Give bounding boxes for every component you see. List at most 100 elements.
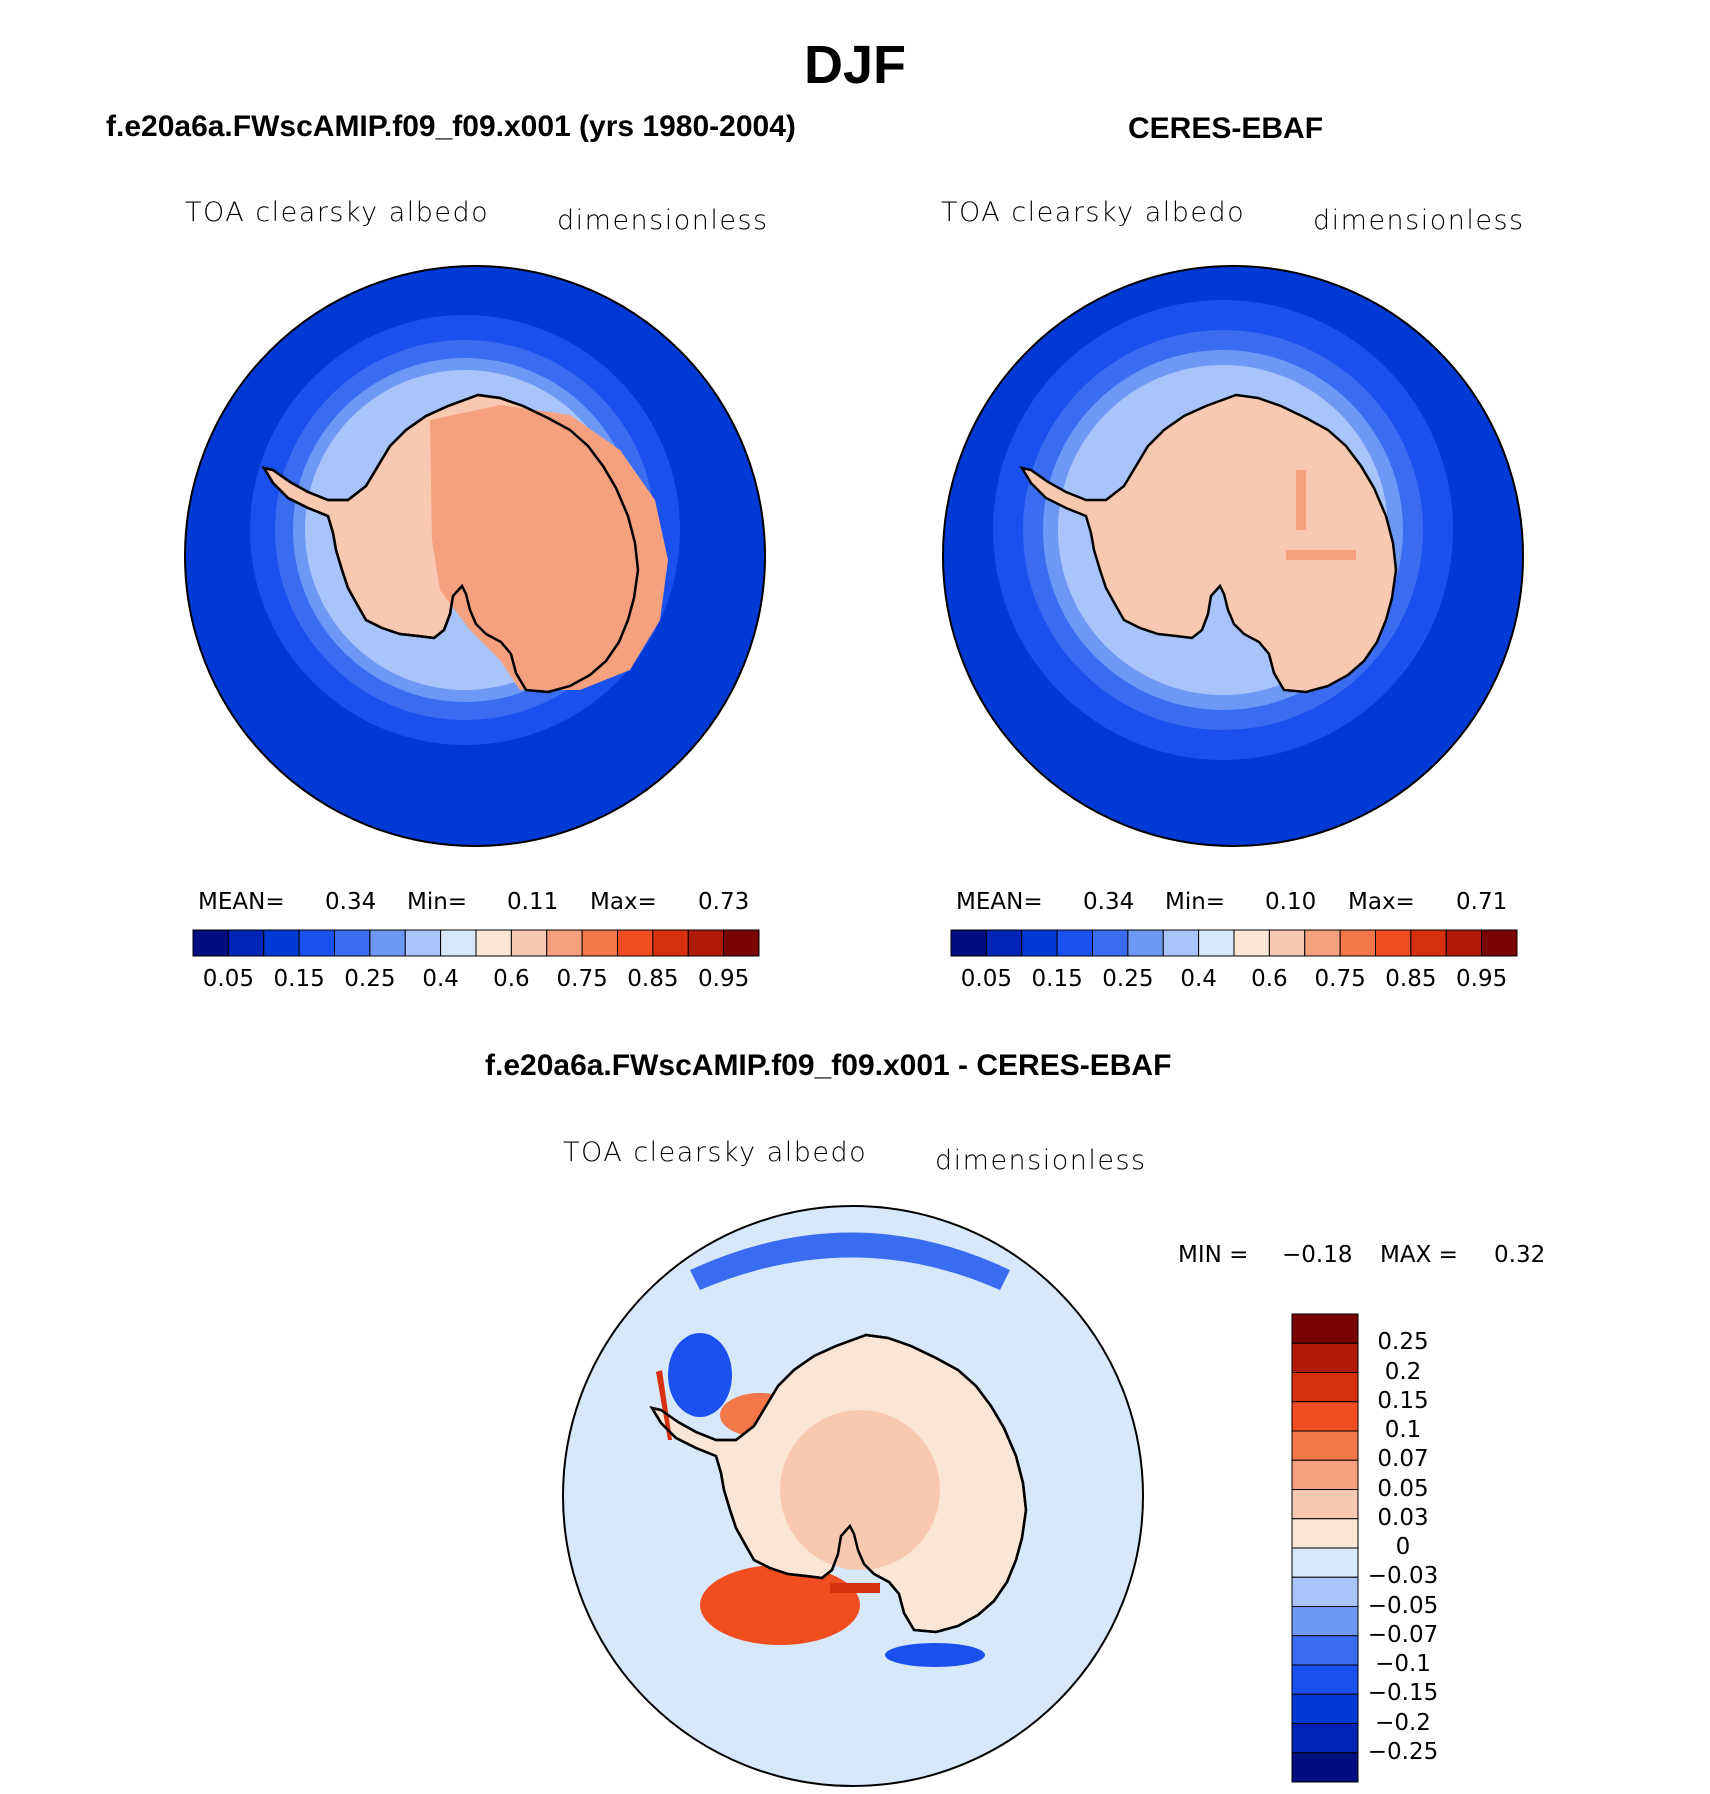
colorbar-model-tick-label: 0.75 — [556, 966, 608, 992]
colorbar-model-tick-label: 0.25 — [344, 966, 396, 992]
colorbar-diff-swatch — [1291, 1693, 1359, 1724]
field-label-model: TOA clearsky albedo — [185, 197, 490, 228]
colorbar-model-swatch — [192, 929, 229, 957]
colorbar-model-swatch — [440, 929, 477, 957]
colorbar-obs-swatch — [1268, 929, 1306, 957]
colorbar-model-tick-label: 0.05 — [202, 966, 254, 992]
colorbar-obs-swatch — [1198, 929, 1235, 957]
colorbar-model-tick-label: 0.15 — [273, 966, 325, 992]
stat-mean-obs: 0.34 — [1083, 889, 1135, 915]
colorbar-model-swatch — [263, 929, 300, 957]
colorbar-diff-tick-label: −0.25 — [1367, 1738, 1439, 1765]
colorbar-obs-swatch — [985, 929, 1023, 957]
colorbar-model-swatch — [546, 929, 583, 957]
colorbar-diff-tick-label: −0.1 — [1375, 1651, 1431, 1677]
units-label-model: dimensionless — [557, 205, 769, 236]
panel-title-diff: f.e20a6a.FWscAMIP.f09_f09.x001 - CERES-E… — [485, 1049, 1172, 1082]
stat-min-label-model: Min= — [407, 889, 468, 915]
stat-min-obs: 0.10 — [1265, 889, 1317, 915]
colorbar-obs-swatch — [1304, 929, 1341, 957]
figure-title: DJF — [803, 35, 906, 95]
colorbar-diff-tick-label: −0.2 — [1375, 1709, 1431, 1736]
colorbar-diff-tick-label: 0.05 — [1377, 1475, 1429, 1502]
panel-title-model: f.e20a6a.FWscAMIP.f09_f09.x001 (yrs 1980… — [106, 110, 796, 143]
colorbar-obs-tick-label: 0.95 — [1456, 966, 1508, 992]
map-model — [184, 265, 766, 847]
colorbar-obs-swatch — [1375, 929, 1412, 957]
colorbar-model-tick-label: 0.6 — [493, 966, 530, 992]
colorbar-model-swatch — [687, 929, 725, 957]
colorbar-diff-tick-label: −0.15 — [1367, 1680, 1439, 1707]
colorbar-diff-tick-label: 0.07 — [1377, 1446, 1429, 1473]
colorbar-model-swatch — [510, 929, 548, 957]
stat-mean-model: 0.34 — [325, 889, 377, 915]
units-label-obs: dimensionless — [1313, 205, 1525, 236]
colorbar-diff — [1291, 1313, 1359, 1783]
colorbar-diff-swatch — [1291, 1313, 1359, 1344]
stat-min-model: 0.11 — [507, 889, 559, 915]
colorbar-model-swatch — [298, 929, 335, 957]
colorbar-model-swatch — [475, 929, 512, 957]
colorbar-model-tick-label: 0.95 — [698, 966, 750, 992]
colorbar-obs-tick-label: 0.6 — [1251, 966, 1288, 992]
colorbar-diff-tick-label: 0.15 — [1377, 1387, 1429, 1414]
map-obs — [942, 265, 1524, 847]
field-label-diff: TOA clearsky albedo — [563, 1137, 868, 1168]
stat-min-diff: −0.18 — [1282, 1242, 1353, 1268]
colorbar-model-tick-label: 0.4 — [422, 966, 459, 992]
stat-max-label-diff: MAX = — [1380, 1242, 1458, 1268]
panel-title-obs: CERES-EBAF — [1128, 112, 1324, 145]
colorbar-diff-swatch — [1291, 1576, 1359, 1607]
colorbar-obs-swatch — [1162, 929, 1200, 957]
colorbar-obs-tick-label: 0.75 — [1314, 966, 1366, 992]
colorbar-diff-tick-label: 0.03 — [1377, 1504, 1429, 1531]
colorbar-obs-tick-label: 0.05 — [960, 966, 1012, 992]
colorbar-model-swatch — [334, 929, 371, 957]
colorbar-model-swatch — [404, 929, 442, 957]
colorbar-diff-swatch — [1291, 1664, 1359, 1695]
colorbar-model-swatch — [617, 929, 654, 957]
units-label-diff: dimensionless — [935, 1145, 1147, 1176]
stat-max-label-model: Max= — [590, 889, 657, 915]
colorbar-diff-tick-label: 0.1 — [1384, 1417, 1422, 1443]
colorbar-diff-swatch — [1291, 1723, 1359, 1754]
colorbar-diff-swatch — [1291, 1547, 1359, 1578]
colorbar-diff-tick-label: 0 — [1395, 1534, 1411, 1560]
colorbar-model-swatch — [369, 929, 406, 957]
colorbar-diff-swatch — [1291, 1489, 1359, 1520]
colorbar-model-tick-label: 0.85 — [627, 966, 679, 992]
colorbar-diff-swatch — [1291, 1459, 1359, 1490]
map-diff — [562, 1205, 1144, 1787]
stat-mean-label-obs: MEAN= — [956, 889, 1043, 915]
colorbar-diff-swatch — [1291, 1752, 1359, 1783]
colorbar-obs-swatch — [1127, 929, 1164, 957]
colorbar-model — [192, 929, 760, 957]
stat-max-model: 0.73 — [698, 889, 750, 915]
colorbar-diff-swatch — [1291, 1372, 1359, 1403]
stat-max-obs: 0.71 — [1456, 889, 1508, 915]
colorbar-obs-tick-label: 0.4 — [1180, 966, 1217, 992]
colorbar-diff-swatch — [1291, 1401, 1359, 1432]
colorbar-model-swatch — [581, 929, 618, 957]
colorbar-obs-swatch — [1092, 929, 1129, 957]
field-label-obs: TOA clearsky albedo — [941, 197, 1246, 228]
colorbar-obs-swatch — [1056, 929, 1093, 957]
colorbar-obs-swatch — [950, 929, 987, 957]
colorbar-model-swatch — [652, 929, 689, 957]
colorbar-diff-swatch — [1291, 1606, 1359, 1637]
colorbar-model-swatch — [227, 929, 265, 957]
colorbar-obs-swatch — [1410, 929, 1447, 957]
colorbar-obs-tick-label: 0.25 — [1102, 966, 1154, 992]
colorbar-diff-tick-label: −0.07 — [1367, 1621, 1439, 1648]
stat-min-label-obs: Min= — [1165, 889, 1226, 915]
stat-max-diff: 0.32 — [1494, 1242, 1546, 1268]
colorbar-obs-swatch — [1445, 929, 1483, 957]
stat-mean-label-model: MEAN= — [198, 889, 285, 915]
colorbar-obs-swatch — [1233, 929, 1270, 957]
colorbar-obs-swatch — [1021, 929, 1058, 957]
stat-max-label-obs: Max= — [1348, 889, 1415, 915]
colorbar-diff-swatch — [1291, 1342, 1359, 1373]
colorbar-obs — [950, 929, 1518, 957]
colorbar-diff-swatch — [1291, 1430, 1359, 1461]
